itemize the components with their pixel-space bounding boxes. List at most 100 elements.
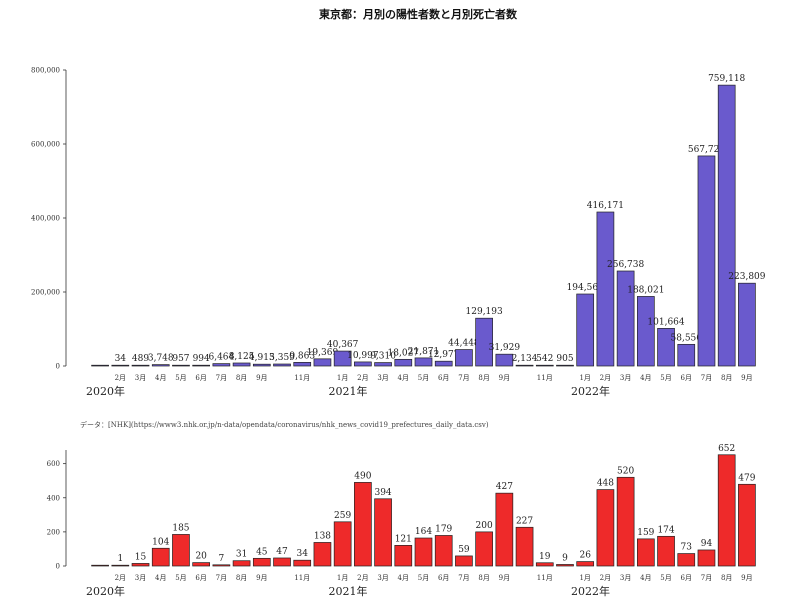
deaths-y-tick-label: 400 <box>47 494 60 502</box>
deaths-bar <box>354 482 372 567</box>
cases-bar <box>131 364 150 367</box>
deaths-value-label: 15 <box>135 552 147 562</box>
deaths-bar <box>293 559 312 567</box>
cases-bar <box>556 364 574 367</box>
deaths-value-label: 227 <box>516 516 533 526</box>
cases-value-label: 994 <box>193 354 210 364</box>
deaths-month-label: 3月 <box>135 574 146 582</box>
cases-month-label: 3月 <box>135 374 146 382</box>
deaths-bar <box>636 538 655 567</box>
deaths-value-label: 652 <box>718 444 735 454</box>
deaths-month-label: 4月 <box>640 574 651 582</box>
cases-bar <box>455 349 473 367</box>
cases-bar <box>495 353 514 367</box>
cases-month-label: 9月 <box>499 374 510 382</box>
cases-bar <box>434 360 453 367</box>
cases-bar <box>192 364 211 367</box>
deaths-bar <box>455 555 473 567</box>
cases-bar <box>596 211 615 367</box>
deaths-value-label: 490 <box>354 471 371 481</box>
cases-value-label: 18,027 <box>388 348 420 358</box>
deaths-bar <box>333 521 352 567</box>
deaths-month-label: 6月 <box>681 574 692 582</box>
cases-bar <box>333 350 352 367</box>
cases-bar <box>313 358 332 367</box>
cases-bar <box>374 362 392 367</box>
cases-month-label: 7月 <box>458 374 469 382</box>
cases-value-label: 12,977 <box>428 350 460 360</box>
cases-bar <box>738 282 756 367</box>
cases-month-label: 4月 <box>155 374 166 382</box>
cases-month-label: 2月 <box>600 374 611 382</box>
cases-value-label: 489 <box>132 354 149 364</box>
deaths-value-label: 427 <box>496 482 513 492</box>
cases-value-label: 8,125 <box>229 352 255 362</box>
cases-bar <box>232 362 251 367</box>
cases-month-label: 3月 <box>377 374 388 382</box>
deaths-bar <box>252 557 271 567</box>
deaths-bar <box>111 564 130 567</box>
cases-bar <box>636 296 655 367</box>
cases-month-label: 11月 <box>294 374 310 382</box>
deaths-value-label: 479 <box>738 473 755 483</box>
deaths-bar <box>232 560 251 567</box>
deaths-bar <box>192 562 211 567</box>
deaths-bar <box>556 564 574 567</box>
deaths-bar <box>212 564 231 567</box>
deaths-bar <box>738 483 756 567</box>
cases-month-label: 4月 <box>640 374 651 382</box>
deaths-value-label: 179 <box>435 524 452 534</box>
cases-value-label: 129,193 <box>466 307 503 317</box>
deaths-value-label: 121 <box>395 534 412 544</box>
cases-month-label: 6月 <box>195 374 206 382</box>
cases-month-label: 11月 <box>537 374 553 382</box>
cases-y-tick-label: 800,000 <box>31 67 60 75</box>
deaths-year-label: 2022年 <box>571 584 610 598</box>
deaths-bar <box>616 476 635 567</box>
deaths-bar <box>697 549 716 567</box>
cases-month-label: 3月 <box>620 374 631 382</box>
deaths-bar <box>717 454 736 567</box>
deaths-value-label: 259 <box>334 511 351 521</box>
cases-bar <box>172 364 190 367</box>
deaths-month-label: 9月 <box>741 574 752 582</box>
cases-bar <box>212 363 231 367</box>
deaths-month-label: 2月 <box>115 574 126 582</box>
deaths-bar <box>475 531 493 567</box>
deaths-month-label: 1月 <box>337 574 348 582</box>
cases-month-label: 7月 <box>701 374 712 382</box>
deaths-value-label: 174 <box>657 525 674 535</box>
cases-month-label: 5月 <box>175 374 186 382</box>
cases-bar <box>657 328 675 367</box>
cases-bar <box>616 270 635 367</box>
deaths-month-label: 7月 <box>701 574 712 582</box>
deaths-bar <box>576 561 595 567</box>
cases-month-label: 8月 <box>721 374 732 382</box>
deaths-month-label: 4月 <box>398 574 409 582</box>
cases-month-label: 8月 <box>478 374 489 382</box>
deaths-bar <box>535 562 554 567</box>
deaths-value-label: 138 <box>314 531 331 541</box>
cases-value-label: 40,367 <box>327 340 359 350</box>
deaths-month-label: 8月 <box>236 574 247 582</box>
deaths-month-label: 7月 <box>216 574 227 582</box>
deaths-bar <box>394 545 413 567</box>
cases-value-label: 223,809 <box>728 272 765 282</box>
deaths-value-label: 520 <box>617 466 634 476</box>
deaths-bar <box>495 492 514 567</box>
deaths-month-label: 5月 <box>175 574 186 582</box>
cases-value-label: 2,134 <box>512 354 538 364</box>
deaths-value-label: 9 <box>562 553 568 563</box>
cases-value-label: 905 <box>556 354 573 364</box>
deaths-month-label: 9月 <box>499 574 510 582</box>
cases-month-label: 5月 <box>418 374 429 382</box>
cases-value-label: 567,728 <box>688 145 725 155</box>
deaths-year-label: 2020年 <box>86 584 125 598</box>
deaths-bar <box>313 542 332 567</box>
deaths-value-label: 26 <box>579 551 591 561</box>
deaths-y-tick-label: 600 <box>47 460 60 468</box>
source-note: データ：[NHK](https://www3.nhk.or.jp/n-data/… <box>80 420 489 429</box>
deaths-month-label: 2月 <box>600 574 611 582</box>
deaths-year-label: 2021年 <box>329 584 368 598</box>
